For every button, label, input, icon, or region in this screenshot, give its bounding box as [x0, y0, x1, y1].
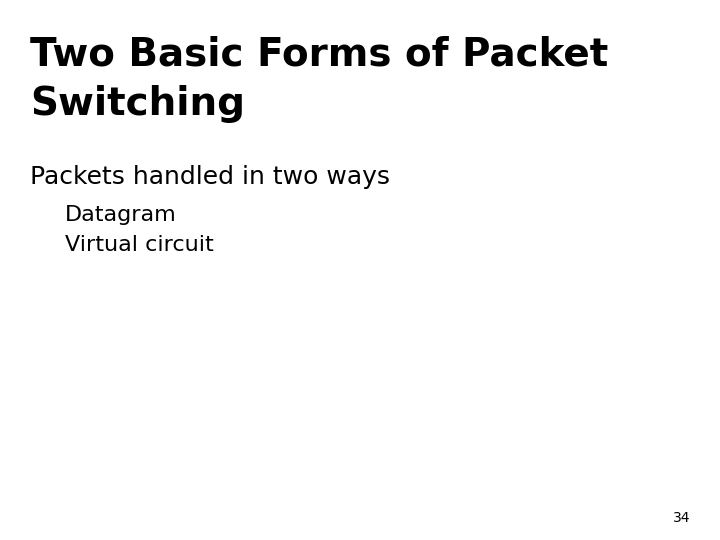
Text: Two Basic Forms of Packet: Two Basic Forms of Packet [30, 35, 608, 73]
Text: 34: 34 [672, 511, 690, 525]
Text: Switching: Switching [30, 85, 245, 123]
Text: Virtual circuit: Virtual circuit [65, 235, 214, 255]
Text: Packets handled in two ways: Packets handled in two ways [30, 165, 390, 189]
Text: Datagram: Datagram [65, 205, 176, 225]
